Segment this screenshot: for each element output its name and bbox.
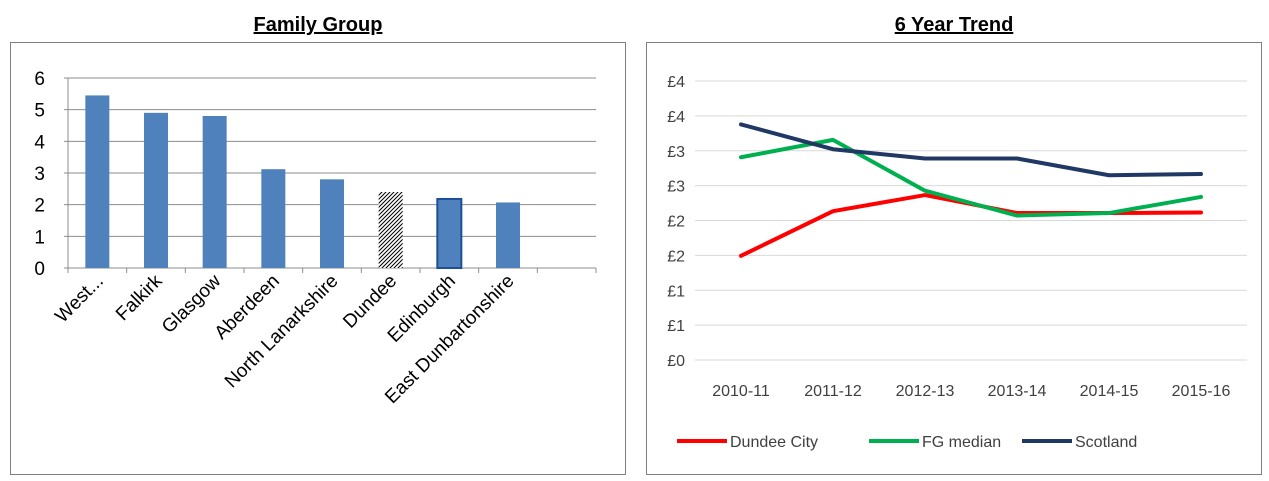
x-tick-label: 2010-11 [712,383,770,400]
legend-label: Dundee City [730,434,818,451]
y-tick-label: £4 [667,74,685,91]
y-tick-label: 2 [34,196,45,217]
y-tick-label: 6 [34,69,45,90]
x-category-label: West... [51,271,107,327]
y-tick-label: £2 [667,248,685,265]
bar [496,202,520,268]
line-chart-title: 6 Year Trend [894,14,1014,36]
x-tick-label: 2015-16 [1172,383,1231,400]
y-tick-label: 3 [34,164,45,185]
y-tick-label: 0 [34,259,45,280]
bar [436,197,463,269]
x-tick-label: 2011-12 [804,383,862,400]
y-tick-label: 1 [34,227,45,248]
line-chart-panel: £0 £1 £1 £2 £2 £3 £3 £4 £4 2010-11 2011-12 2012-13 2… [646,42,1262,475]
legend-label: Scotland [1075,434,1137,451]
y-tick-label: £4 [667,109,685,126]
line-chart: £0 £1 £1 £2 £2 £3 £3 £4 £4 2010-11 2011-12 2012-13 2… [667,74,1247,451]
x-category-label: Falkirk [112,270,167,325]
legend-label: FG median [922,434,1001,451]
y-tick-label: £3 [667,144,685,161]
bar-chart-title: Family Group [253,14,383,36]
bar [202,116,227,268]
y-tick-label: 4 [34,132,45,153]
series-line [739,137,1203,218]
bar [378,192,403,268]
series-line [739,122,1203,178]
y-tick-label: £0 [667,353,685,370]
x-tick-label: 2012-13 [896,383,955,400]
bar-chart-panel: 0 1 2 3 4 5 6 West... Falkirk Glasgow Aberdeen Nort… [10,42,626,475]
bar [261,169,286,268]
y-tick-label: 5 [34,101,45,122]
x-tick-label: 2014-15 [1080,383,1139,400]
bar [85,95,110,268]
x-category-label: North Lanarkshire [221,271,343,393]
bar [144,112,168,268]
y-tick-label: £1 [667,318,685,335]
y-tick-label: £3 [667,179,685,196]
y-tick-label: £1 [667,283,685,300]
bar [320,179,344,268]
y-tick-label: £2 [667,214,685,231]
x-tick-label: 2013-14 [988,383,1047,400]
